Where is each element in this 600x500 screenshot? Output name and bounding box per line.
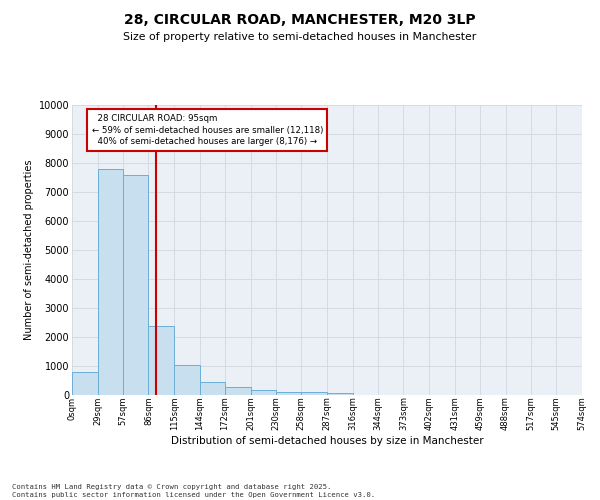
Bar [122, 174, 148, 395]
Text: 28, CIRCULAR ROAD, MANCHESTER, M20 3LP: 28, CIRCULAR ROAD, MANCHESTER, M20 3LP [124, 12, 476, 26]
Text: Contains HM Land Registry data © Crown copyright and database right 2025.
Contai: Contains HM Land Registry data © Crown c… [12, 484, 375, 498]
Bar [277, 392, 301, 395]
Y-axis label: Number of semi-detached properties: Number of semi-detached properties [25, 160, 34, 340]
Bar [72, 372, 98, 395]
Bar [327, 393, 353, 395]
Text: 28 CIRCULAR ROAD: 95sqm
← 59% of semi-detached houses are smaller (12,118)
  40%: 28 CIRCULAR ROAD: 95sqm ← 59% of semi-de… [92, 114, 323, 146]
X-axis label: Distribution of semi-detached houses by size in Manchester: Distribution of semi-detached houses by … [170, 436, 484, 446]
Bar [251, 390, 277, 395]
Bar [98, 170, 122, 395]
Bar [301, 392, 327, 395]
Text: Size of property relative to semi-detached houses in Manchester: Size of property relative to semi-detach… [124, 32, 476, 42]
Bar [225, 386, 251, 395]
Bar [148, 326, 174, 395]
Bar [174, 365, 200, 395]
Bar [200, 382, 225, 395]
